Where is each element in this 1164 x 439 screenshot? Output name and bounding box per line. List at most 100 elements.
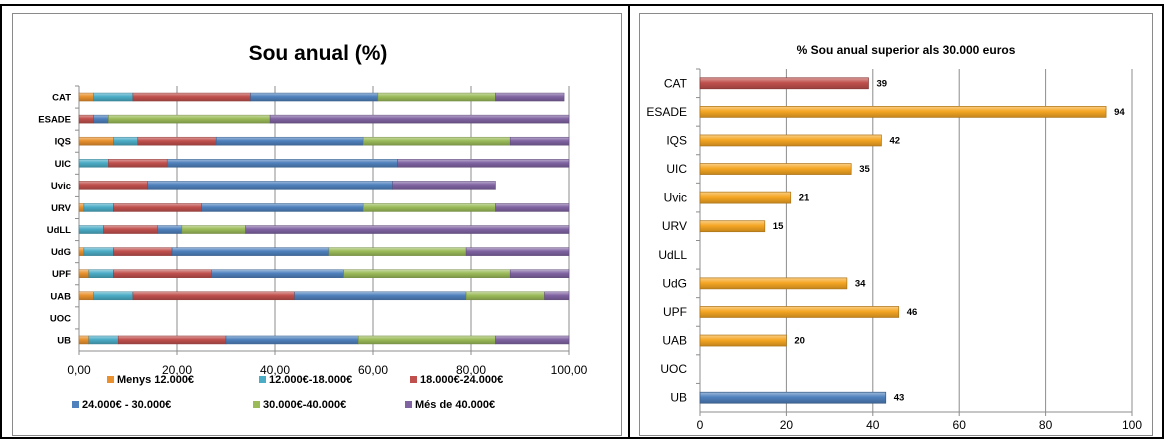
y-category-label: UdLL — [47, 225, 71, 236]
stacked-bar-segment — [108, 159, 168, 168]
legend-label: 30.000€-40.000€ — [263, 399, 346, 411]
y-category-label: UPF — [52, 269, 71, 280]
chart-title: Sou anual (%) — [249, 42, 388, 65]
stacked-bar-segment — [328, 247, 467, 256]
stacked-bar-segment — [358, 335, 496, 345]
stacked-bar-segment — [157, 225, 183, 234]
data-label: 39 — [876, 78, 887, 89]
bar — [699, 306, 900, 318]
stacked-bar-segment — [362, 203, 496, 212]
y-category-label: Uvic — [664, 191, 687, 205]
bar — [699, 191, 792, 204]
x-tick-label: 0 — [697, 418, 704, 432]
y-category-label: ESADE — [38, 115, 71, 126]
data-label: 46 — [907, 307, 918, 318]
stacked-bar-segment — [78, 269, 90, 278]
stacked-bar-segment — [78, 181, 148, 190]
stacked-bar-segment — [93, 291, 134, 301]
bar — [699, 106, 1107, 118]
stacked-bar-segment — [509, 136, 570, 146]
stacked-bar-segment — [171, 247, 330, 256]
data-label: 42 — [889, 135, 900, 146]
x-tick-label: 80 — [1039, 418, 1053, 432]
stacked-bar-segment — [245, 225, 570, 234]
bar — [699, 334, 787, 347]
bar — [699, 391, 887, 404]
y-category-label: UdG — [51, 247, 71, 258]
stacked-bar-segment — [166, 159, 398, 168]
stacked-bar-segment — [78, 114, 94, 124]
stacked-bar-segment — [113, 203, 202, 212]
x-tick-label: 80,00 — [456, 363, 486, 377]
y-category-label: UAB — [662, 334, 687, 348]
stacked-salary-chart: Sou anual (%) 0,00 20,00 40,00 60,00 80,00 100… — [12, 13, 622, 436]
bar — [699, 77, 869, 90]
stacked-bar-segment — [225, 335, 359, 345]
x-tick-label: 60 — [953, 418, 967, 432]
x-tick-label: 40,00 — [260, 363, 290, 377]
bar — [699, 134, 882, 147]
y-category-label: URV — [51, 203, 72, 214]
y-category-label: UdLL — [658, 248, 687, 262]
x-tick-label: 20 — [780, 418, 794, 432]
stacked-bar-segment — [495, 335, 570, 345]
legend-label: 18.000€-24.000€ — [420, 374, 503, 386]
stacked-bar-segment — [78, 247, 85, 256]
legend-swatch — [107, 376, 114, 383]
stacked-bar-segment — [132, 92, 251, 102]
stacked-bar-segment — [137, 136, 217, 146]
stacked-bar-segment — [78, 159, 109, 168]
data-label: 43 — [894, 393, 905, 404]
stacked-bar-segment — [181, 225, 246, 234]
legend-swatch — [405, 401, 412, 408]
bar — [699, 163, 852, 175]
y-category-label: UIC — [666, 162, 687, 176]
stacked-bar-segment — [377, 92, 496, 102]
stacked-bar-segment — [465, 247, 570, 256]
y-category-label: ESADE — [646, 105, 687, 119]
right-chart-cell: % Sou anual superior als 30.000 euros 0 20… — [630, 4, 1164, 439]
y-category-label: UPF — [663, 305, 687, 319]
data-label: 35 — [859, 164, 870, 175]
stacked-bar-segment — [93, 92, 134, 102]
stacked-bar-segment — [78, 225, 104, 234]
stacked-bar-segment — [78, 92, 94, 102]
stacked-bar-segment — [215, 136, 364, 146]
stacked-bar-segment — [83, 203, 114, 212]
stacked-bar-segment — [83, 247, 114, 256]
bar — [699, 277, 848, 290]
stacked-bar-segment — [113, 269, 212, 278]
stacked-bar-segment — [495, 203, 570, 212]
y-category-label: UB — [670, 391, 687, 405]
stacked-bar-segment — [250, 92, 379, 102]
left-chart-cell: Sou anual (%) 0,00 20,00 40,00 60,00 80,00 100… — [0, 4, 630, 439]
legend-swatch — [253, 401, 260, 408]
salary-over-30k-chart: % Sou anual superior als 30.000 euros 0 20… — [639, 13, 1153, 436]
stacked-bar-segment — [117, 335, 227, 345]
legend-label: Menys 12.000€ — [117, 374, 194, 386]
y-category-label: UOC — [660, 362, 687, 376]
legend-label: Més de 40.000€ — [415, 399, 495, 411]
y-category-label: IQS — [55, 137, 71, 148]
stacked-bar-segment — [78, 335, 90, 345]
stacked-bar-segment — [294, 291, 467, 301]
stacked-bar-segment — [103, 225, 158, 234]
y-category-label: UAB — [50, 291, 71, 302]
stacked-bar-segment — [147, 181, 393, 190]
stacked-bar-segment — [465, 291, 545, 301]
data-label: 34 — [855, 278, 866, 289]
stacked-bar-segment — [544, 291, 570, 301]
stacked-bar-segment — [78, 291, 94, 301]
stacked-bar-segment — [269, 114, 570, 124]
stacked-bar-segment — [113, 136, 139, 146]
stacked-bar-segment — [78, 136, 114, 146]
legend-label: 24.000€ - 30.000€ — [82, 399, 171, 411]
stacked-bar-segment — [509, 269, 570, 278]
legend-swatch — [259, 376, 266, 383]
stacked-bar-segment — [93, 114, 109, 124]
stacked-bar-segment — [88, 269, 114, 278]
stacked-bar-segment — [88, 335, 119, 345]
stacked-bar-segment — [362, 136, 511, 146]
stacked-bar-segment — [211, 269, 344, 278]
x-tick-label: 100,00 — [551, 363, 588, 377]
